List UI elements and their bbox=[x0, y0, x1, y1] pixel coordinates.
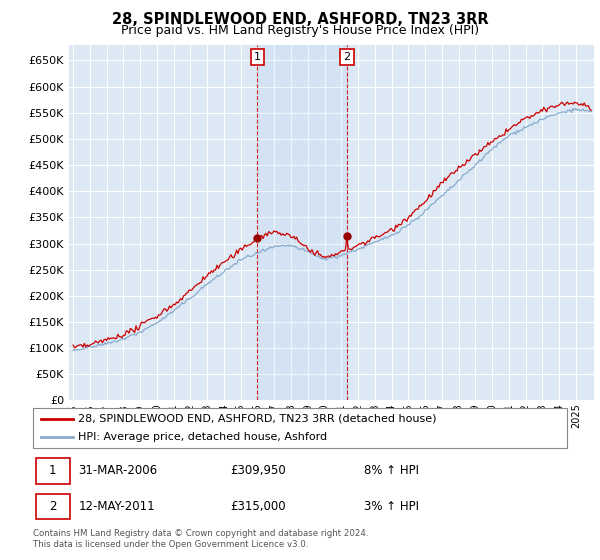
Text: £315,000: £315,000 bbox=[230, 500, 286, 513]
Text: 2: 2 bbox=[49, 500, 56, 513]
FancyBboxPatch shape bbox=[33, 408, 567, 448]
Text: 1: 1 bbox=[254, 52, 261, 62]
Text: 3% ↑ HPI: 3% ↑ HPI bbox=[364, 500, 419, 513]
Text: 12-MAY-2011: 12-MAY-2011 bbox=[79, 500, 155, 513]
Text: 1: 1 bbox=[49, 464, 56, 478]
Text: 28, SPINDLEWOOD END, ASHFORD, TN23 3RR: 28, SPINDLEWOOD END, ASHFORD, TN23 3RR bbox=[112, 12, 488, 27]
Text: Contains HM Land Registry data © Crown copyright and database right 2024.
This d: Contains HM Land Registry data © Crown c… bbox=[33, 529, 368, 549]
Text: 28, SPINDLEWOOD END, ASHFORD, TN23 3RR (detached house): 28, SPINDLEWOOD END, ASHFORD, TN23 3RR (… bbox=[79, 414, 437, 423]
FancyBboxPatch shape bbox=[35, 458, 70, 484]
Bar bbox=[257, 45, 347, 400]
Text: HPI: Average price, detached house, Ashford: HPI: Average price, detached house, Ashf… bbox=[79, 432, 328, 442]
Text: 2: 2 bbox=[343, 52, 350, 62]
FancyBboxPatch shape bbox=[35, 494, 70, 519]
Text: 31-MAR-2006: 31-MAR-2006 bbox=[79, 464, 158, 478]
Text: 8% ↑ HPI: 8% ↑ HPI bbox=[364, 464, 419, 478]
Text: £309,950: £309,950 bbox=[230, 464, 286, 478]
Text: Price paid vs. HM Land Registry's House Price Index (HPI): Price paid vs. HM Land Registry's House … bbox=[121, 24, 479, 36]
